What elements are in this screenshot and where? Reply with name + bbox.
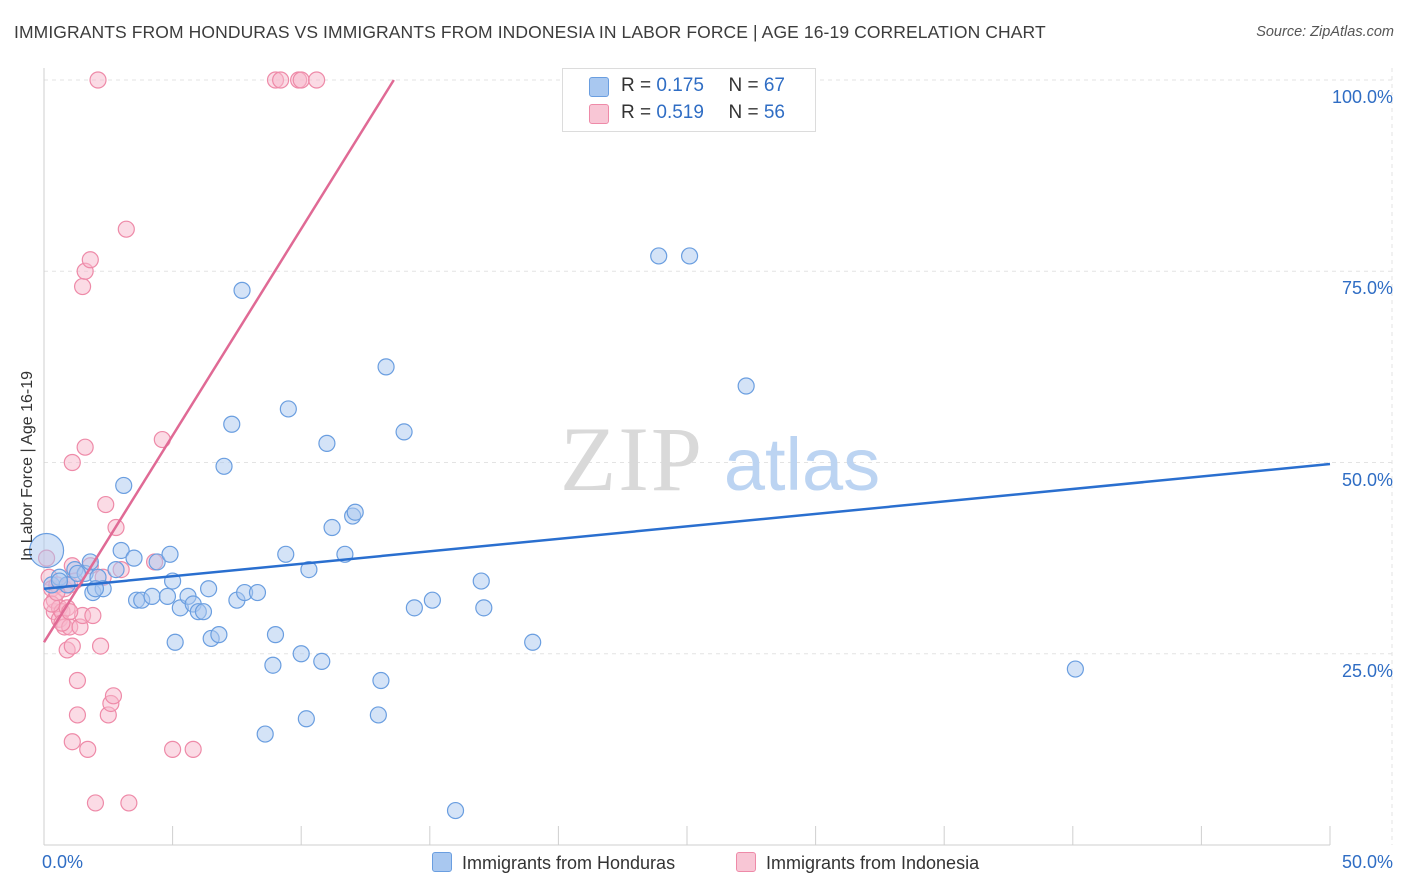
chart-title: IMMIGRANTS FROM HONDURAS VS IMMIGRANTS F… — [14, 22, 1046, 42]
legend-n-label: N = — [728, 75, 764, 96]
honduras-point — [264, 656, 282, 674]
honduras-point — [107, 560, 125, 579]
indonesia-point — [86, 794, 105, 812]
y-tick-label: 25.0% — [1341, 660, 1393, 681]
indonesia-point — [79, 740, 97, 758]
legend-r-label: R = — [621, 102, 657, 123]
honduras-point — [395, 423, 413, 441]
honduras-point — [223, 415, 241, 433]
indonesia-point — [68, 706, 87, 724]
indonesia-point — [120, 794, 138, 812]
legend-n-label: N = — [728, 102, 764, 123]
y-tick-label: 50.0% — [1341, 469, 1393, 490]
indonesia-point — [104, 687, 123, 705]
honduras-point — [524, 633, 542, 651]
honduras-point — [125, 549, 143, 567]
indonesia-point — [164, 740, 182, 758]
honduras-point — [215, 457, 233, 475]
honduras-point — [318, 434, 336, 452]
honduras-point — [292, 645, 310, 663]
correlation-legend: R = 0.175 N = 67 R = 0.519 N = 56 — [562, 68, 816, 132]
indonesia-trendline — [42, 79, 395, 643]
y-axis-label: In Labor Force | Age 16-19 — [19, 370, 36, 562]
honduras-point — [248, 583, 267, 602]
x-tick-label: 0.0% — [42, 852, 84, 872]
honduras-point — [50, 572, 69, 590]
honduras-point — [148, 553, 166, 571]
indonesia-point — [73, 277, 92, 296]
honduras-point — [233, 281, 251, 299]
indonesia-point — [97, 495, 115, 514]
honduras-point — [372, 671, 390, 690]
y-tick-label: 75.0% — [1341, 278, 1393, 299]
honduras-trendline — [43, 462, 1331, 590]
indonesia-point — [84, 606, 102, 625]
honduras-legend-swatch — [432, 852, 452, 872]
watermark: ZIP atlas — [560, 408, 880, 510]
legend-r-label: R = — [621, 75, 657, 96]
source-label: Source: ZipAtlas.com — [1256, 24, 1394, 40]
honduras-point — [143, 587, 161, 605]
honduras-point — [256, 725, 274, 743]
legend-r-value: 0.519 — [656, 102, 704, 123]
indonesia-point — [91, 637, 110, 655]
legend-item-indonesia[interactable]: Immigrants from Indonesia — [736, 852, 979, 874]
honduras-point — [377, 358, 395, 376]
honduras-point — [423, 591, 441, 609]
indonesia-legend-swatch — [736, 852, 756, 872]
y-tick-label: 100.0% — [1331, 87, 1393, 107]
honduras-point — [279, 400, 297, 418]
indonesia-point — [272, 71, 290, 89]
honduras-point — [300, 560, 318, 579]
indonesia-point — [81, 251, 99, 269]
honduras-point — [112, 541, 130, 560]
honduras-point — [210, 626, 228, 644]
legend-n-value: 67 — [763, 75, 785, 96]
watermark-zip: ZIP — [560, 408, 704, 510]
honduras-point — [323, 518, 341, 537]
watermark-atlas: atlas — [724, 423, 880, 506]
honduras-swatch — [589, 77, 609, 97]
honduras-point — [475, 599, 493, 617]
indonesia-point — [308, 71, 326, 89]
honduras-point — [194, 603, 213, 621]
honduras-legend-label: Immigrants from Honduras — [462, 853, 676, 873]
indonesia-swatch — [589, 104, 609, 124]
honduras-point — [277, 545, 295, 563]
legend-r-value: 0.175 — [656, 75, 704, 96]
honduras-point — [266, 626, 285, 644]
legend-item-honduras[interactable]: Immigrants from Honduras — [432, 852, 675, 874]
honduras-point — [680, 247, 699, 265]
indonesia-point — [117, 220, 135, 238]
honduras-point — [200, 580, 218, 598]
honduras-point — [28, 532, 65, 569]
legend-n-value: 56 — [763, 102, 785, 123]
indonesia-point — [68, 671, 87, 690]
indonesia-point — [184, 740, 202, 758]
honduras-point — [166, 633, 184, 651]
honduras-point — [161, 545, 179, 563]
honduras-point — [115, 476, 133, 495]
honduras-point — [313, 652, 331, 671]
indonesia-point — [63, 733, 81, 751]
honduras-point — [446, 801, 465, 820]
indonesia-point — [89, 71, 107, 89]
indonesia-point — [63, 453, 81, 472]
indonesia-point — [76, 438, 94, 456]
honduras-point — [158, 587, 177, 605]
honduras-point — [346, 503, 364, 521]
honduras-point — [737, 377, 755, 395]
honduras-point — [472, 572, 490, 590]
indonesia-legend-label: Immigrants from Indonesia — [766, 853, 980, 873]
honduras-point — [297, 710, 315, 728]
honduras-point — [650, 247, 668, 265]
honduras-point — [405, 599, 423, 617]
x-tick-label: 50.0% — [1341, 852, 1393, 872]
honduras-point — [1066, 660, 1084, 678]
indonesia-point — [292, 71, 310, 89]
honduras-point — [369, 706, 387, 724]
indonesia-point — [63, 637, 81, 655]
